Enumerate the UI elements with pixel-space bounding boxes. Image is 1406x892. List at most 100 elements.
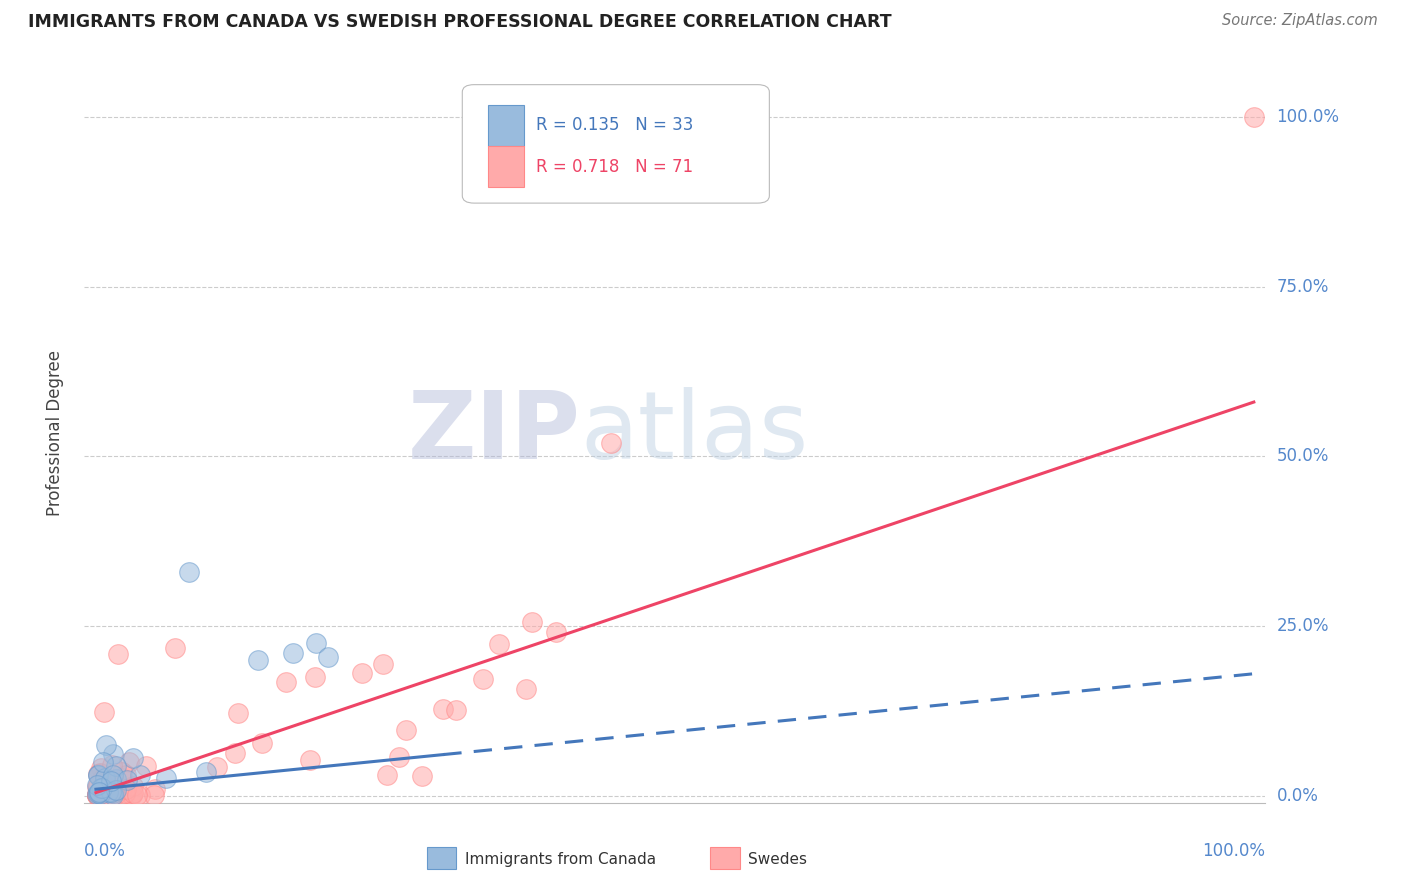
- Point: [522, 615, 544, 630]
- Bar: [710, 847, 740, 870]
- Point: [387, 750, 409, 764]
- Point: [115, 782, 138, 797]
- Y-axis label: Professional Degree: Professional Degree: [45, 350, 63, 516]
- Point: [411, 769, 433, 783]
- Point: [93, 705, 115, 719]
- Point: [87, 768, 110, 782]
- Point: [112, 789, 135, 803]
- Point: [128, 789, 150, 803]
- Point: [87, 767, 110, 781]
- Point: [143, 788, 166, 802]
- Text: Swedes: Swedes: [748, 852, 807, 866]
- Point: [94, 778, 117, 792]
- Text: R = 0.718   N = 71: R = 0.718 N = 71: [536, 158, 693, 176]
- Point: [103, 784, 125, 798]
- FancyBboxPatch shape: [463, 85, 769, 203]
- Point: [89, 786, 111, 800]
- Point: [86, 778, 108, 792]
- Point: [247, 653, 270, 667]
- Point: [104, 777, 127, 791]
- Point: [281, 646, 304, 660]
- Point: [91, 788, 114, 802]
- Point: [103, 768, 125, 782]
- Point: [94, 771, 117, 785]
- Point: [515, 682, 537, 697]
- Text: 0.0%: 0.0%: [84, 842, 127, 860]
- Text: Source: ZipAtlas.com: Source: ZipAtlas.com: [1222, 13, 1378, 29]
- Point: [128, 768, 150, 782]
- Point: [97, 785, 120, 799]
- Point: [226, 706, 249, 721]
- Point: [600, 435, 623, 450]
- Point: [121, 789, 143, 803]
- Point: [114, 786, 136, 800]
- Point: [103, 785, 125, 799]
- Point: [101, 747, 124, 761]
- Text: 100.0%: 100.0%: [1202, 842, 1265, 860]
- Point: [488, 637, 510, 651]
- Point: [86, 789, 108, 803]
- Point: [86, 786, 108, 800]
- Point: [86, 789, 108, 803]
- Point: [94, 788, 117, 802]
- Point: [371, 657, 394, 671]
- Point: [471, 672, 494, 686]
- Point: [90, 780, 112, 795]
- Text: 0.0%: 0.0%: [1277, 787, 1319, 805]
- Bar: [488, 146, 523, 187]
- Point: [444, 703, 467, 717]
- Point: [89, 787, 111, 801]
- Point: [105, 783, 128, 797]
- Bar: [488, 105, 523, 145]
- Point: [195, 764, 218, 779]
- Point: [101, 789, 124, 803]
- Text: 75.0%: 75.0%: [1277, 277, 1329, 295]
- Point: [97, 789, 120, 803]
- Point: [205, 760, 228, 774]
- Point: [90, 780, 112, 795]
- Point: [177, 565, 200, 579]
- Point: [122, 786, 145, 800]
- Point: [111, 771, 134, 785]
- Point: [96, 772, 118, 786]
- Text: 50.0%: 50.0%: [1277, 448, 1329, 466]
- Point: [1243, 110, 1265, 124]
- Text: ZIP: ZIP: [408, 386, 581, 479]
- Point: [87, 767, 110, 781]
- Point: [165, 640, 187, 655]
- Point: [101, 758, 124, 772]
- Bar: [427, 847, 457, 870]
- Point: [87, 779, 110, 793]
- Text: atlas: atlas: [581, 386, 808, 479]
- Point: [352, 666, 374, 681]
- Point: [274, 675, 297, 690]
- Point: [86, 787, 108, 801]
- Point: [316, 649, 339, 664]
- Point: [114, 768, 136, 782]
- Point: [97, 786, 120, 800]
- Point: [100, 773, 122, 788]
- Point: [96, 789, 118, 803]
- Point: [298, 753, 321, 767]
- Point: [432, 701, 454, 715]
- Point: [87, 788, 110, 802]
- Point: [250, 736, 273, 750]
- Point: [91, 756, 114, 770]
- Point: [544, 624, 567, 639]
- Point: [107, 647, 129, 661]
- Point: [115, 773, 138, 788]
- Point: [118, 755, 141, 769]
- Point: [89, 789, 111, 803]
- Point: [111, 764, 134, 779]
- Point: [122, 751, 145, 765]
- Point: [127, 789, 149, 803]
- Text: 25.0%: 25.0%: [1277, 617, 1329, 635]
- Point: [89, 761, 111, 775]
- Point: [375, 768, 398, 782]
- Point: [224, 746, 246, 760]
- Point: [395, 723, 418, 738]
- Point: [121, 779, 143, 793]
- Point: [304, 670, 326, 684]
- Point: [97, 789, 120, 803]
- Point: [107, 785, 129, 799]
